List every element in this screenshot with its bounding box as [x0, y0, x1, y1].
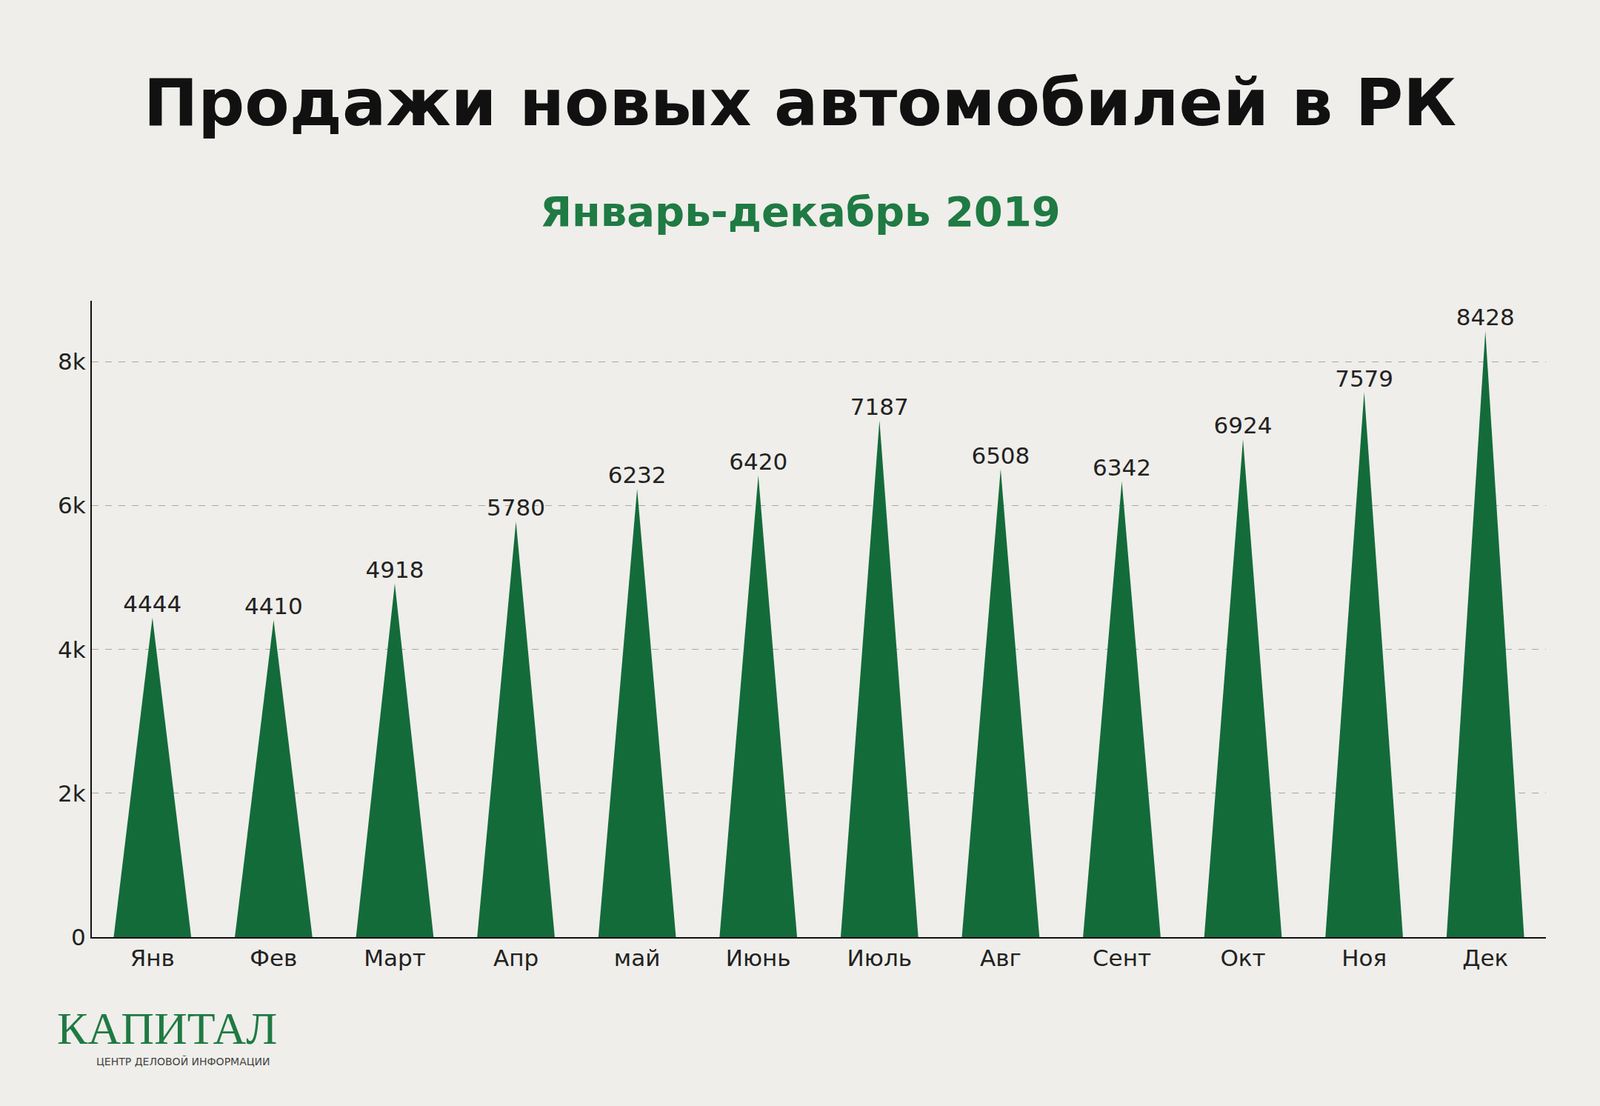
svg-text:ЦЕНТР ДЕЛОВОЙ ИНФОРМАЦИИ: ЦЕНТР ДЕЛОВОЙ ИНФОРМАЦИИ	[96, 1054, 271, 1068]
svg-text:4k: 4k	[57, 636, 86, 663]
svg-text:6k: 6k	[57, 491, 86, 519]
svg-text:КАПИТАЛ: КАПИТАЛ	[57, 1002, 278, 1054]
svg-text:Янв: Янв	[130, 944, 175, 972]
svg-text:7579: 7579	[1334, 365, 1394, 392]
svg-text:6342: 6342	[1092, 454, 1152, 481]
svg-text:Январь-декабрь 2019: Январь-декабрь 2019	[540, 187, 1061, 236]
svg-text:Июнь: Июнь	[725, 944, 792, 972]
svg-text:Апр: Апр	[493, 944, 539, 972]
svg-text:5780: 5780	[486, 494, 546, 521]
svg-text:Продажи новых автомобилей в РК: Продажи новых автомобилей в РК	[143, 64, 1458, 141]
svg-text:4918: 4918	[365, 556, 425, 583]
svg-text:0: 0	[71, 923, 86, 951]
svg-text:Фев: Фев	[249, 944, 298, 972]
svg-text:Авг: Авг	[980, 944, 1022, 972]
svg-text:6924: 6924	[1214, 411, 1273, 439]
svg-text:6420: 6420	[728, 448, 788, 475]
svg-text:Дек: Дек	[1462, 944, 1509, 972]
svg-text:Сент: Сент	[1092, 944, 1152, 972]
svg-text:2k: 2k	[57, 780, 86, 807]
svg-text:4444: 4444	[122, 590, 182, 618]
svg-text:6232: 6232	[608, 461, 667, 489]
svg-text:Окт: Окт	[1220, 944, 1266, 972]
svg-text:4410: 4410	[244, 592, 303, 620]
svg-text:Март: Март	[363, 944, 426, 972]
svg-text:8428: 8428	[1456, 303, 1515, 331]
svg-text:6508: 6508	[971, 442, 1030, 469]
svg-text:Ноя: Ноя	[1341, 944, 1387, 972]
svg-text:8k: 8k	[57, 348, 86, 375]
svg-text:7187: 7187	[850, 393, 909, 420]
svg-text:Июль: Июль	[847, 944, 912, 972]
svg-text:май: май	[614, 944, 661, 972]
